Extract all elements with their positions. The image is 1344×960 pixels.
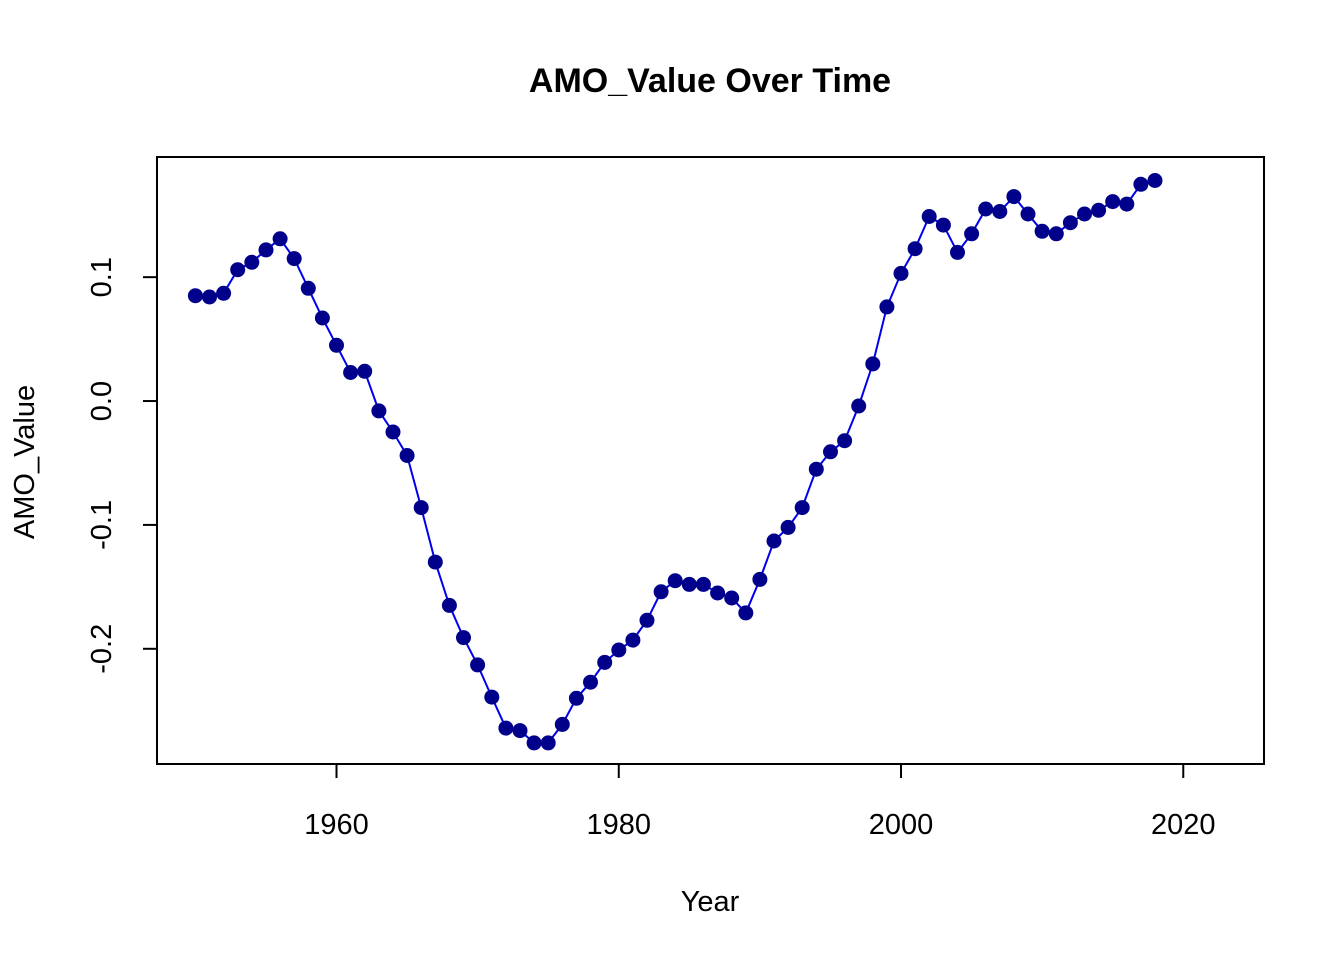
x-tick-label: 2020 — [1151, 809, 1216, 841]
data-point — [1105, 194, 1121, 210]
data-point — [710, 585, 726, 601]
series-line — [195, 179, 1156, 744]
data-point — [808, 461, 824, 477]
data-point — [935, 217, 951, 233]
data-point — [794, 500, 810, 516]
data-point — [568, 690, 584, 706]
data-point — [893, 265, 909, 281]
x-axis-label: Year — [681, 886, 740, 918]
data-point — [639, 612, 655, 628]
data-point — [329, 337, 344, 353]
data-point — [681, 576, 697, 592]
data-point — [1119, 196, 1135, 212]
data-point — [470, 657, 486, 673]
data-points — [187, 173, 1163, 751]
data-point — [399, 448, 415, 463]
y-axis-label: AMO_Value — [9, 385, 41, 539]
x-tick-label: 1980 — [587, 809, 652, 841]
data-point — [187, 288, 203, 304]
data-point — [837, 433, 853, 449]
data-point — [286, 251, 302, 267]
data-point — [964, 226, 980, 242]
data-point — [865, 356, 881, 372]
data-point — [540, 735, 556, 751]
data-point — [272, 231, 288, 247]
data-point — [695, 576, 711, 592]
data-point — [1048, 226, 1064, 242]
data-point — [1147, 173, 1163, 188]
data-point — [1077, 206, 1092, 222]
data-point — [1062, 215, 1078, 231]
data-point — [823, 444, 838, 460]
data-point — [512, 723, 528, 739]
y-tick-label: 0.0 — [86, 381, 118, 421]
data-point — [597, 654, 613, 670]
y-tick-label: -0.2 — [86, 624, 118, 674]
data-point — [611, 642, 627, 658]
data-point — [625, 632, 641, 648]
data-point — [498, 720, 514, 736]
data-point — [526, 735, 542, 751]
data-point — [385, 424, 401, 440]
y-tick-label: -0.1 — [86, 500, 118, 550]
data-point — [258, 242, 274, 258]
data-point — [921, 209, 937, 224]
chart-title: AMO_Value Over Time — [529, 62, 891, 100]
data-point — [357, 363, 373, 379]
x-tick-label: 1960 — [304, 809, 369, 841]
data-point — [244, 254, 260, 270]
data-point — [667, 573, 683, 589]
data-point — [583, 674, 598, 690]
x-axis: 1960 1980 2000 2020 — [304, 763, 1216, 841]
data-point — [724, 590, 740, 606]
data-point — [653, 584, 669, 600]
data-point — [879, 299, 895, 315]
data-point — [484, 689, 500, 705]
data-point — [1091, 202, 1107, 218]
y-axis: -0.2 -0.1 0.0 0.1 — [86, 257, 158, 674]
data-point — [780, 519, 796, 535]
data-point — [371, 403, 387, 419]
data-point — [851, 398, 867, 414]
data-point — [554, 716, 570, 732]
data-point — [427, 554, 443, 570]
x-tick-label: 2000 — [869, 809, 934, 841]
data-point — [230, 262, 246, 278]
data-point — [907, 241, 923, 257]
data-point — [766, 533, 782, 549]
data-point — [202, 289, 217, 305]
data-point — [456, 630, 471, 646]
data-point — [978, 201, 994, 217]
data-point — [738, 605, 754, 621]
data-point — [950, 244, 965, 260]
data-point — [752, 571, 768, 587]
data-point — [343, 365, 359, 380]
data-point — [1133, 176, 1149, 192]
data-point — [300, 280, 316, 296]
data-point — [441, 597, 457, 613]
data-point — [992, 204, 1008, 219]
data-point — [1034, 223, 1050, 239]
data-point — [1020, 206, 1036, 222]
data-point — [216, 285, 232, 301]
data-point — [1006, 189, 1022, 205]
y-tick-label: 0.1 — [86, 257, 118, 297]
data-point — [314, 310, 330, 326]
data-point — [413, 500, 429, 516]
plot-frame — [156, 156, 1265, 765]
